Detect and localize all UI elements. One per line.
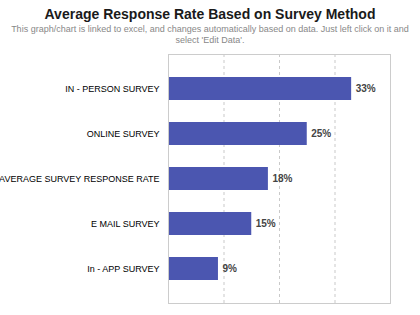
- html-text:This graph/chart is linked to: This graph/chart is linked to excel, and…: [11, 24, 409, 45]
- svg-text:18%: 18%: [272, 173, 292, 184]
- svg-text:In - APP SURVEY: In - APP SURVEY: [87, 263, 159, 273]
- svg-text:E MAIL SURVEY: E MAIL SURVEY: [91, 218, 160, 228]
- svg-text:AVERAGE SURVEY RESPONSE RATE: AVERAGE SURVEY RESPONSE RATE: [0, 173, 160, 183]
- svg-text:ONLINE SURVEY: ONLINE SURVEY: [87, 128, 160, 138]
- html-text:Average Response Rate Based on: Average Response Rate Based on Survey Me…: [44, 6, 376, 22]
- svg-text:33%: 33%: [356, 83, 376, 94]
- svg-text:IN - PERSON SURVEY: IN - PERSON SURVEY: [65, 83, 159, 93]
- svg-text:9%: 9%: [222, 263, 237, 274]
- svg-text:15%: 15%: [256, 218, 276, 229]
- svg-text:25%: 25%: [311, 128, 331, 139]
